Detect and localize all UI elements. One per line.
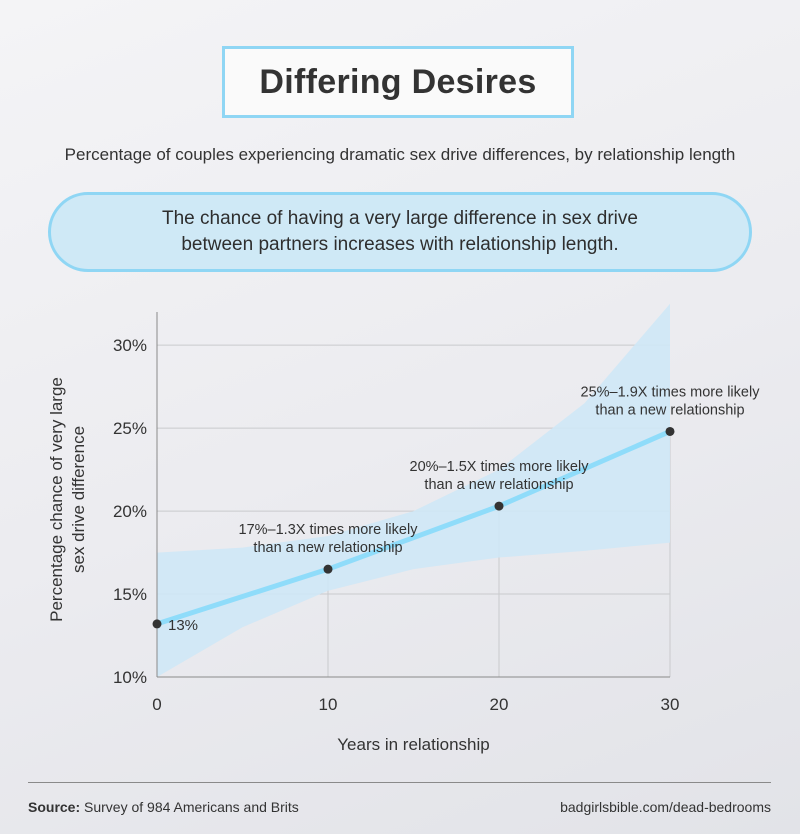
data-point-layer <box>152 426 675 629</box>
y-tick-label: 15% <box>113 585 147 604</box>
page-title: Differing Desires <box>259 62 537 101</box>
callout-line-1: The chance of having a very large differ… <box>162 208 638 229</box>
data-label: than a new relationship <box>253 540 402 556</box>
confidence-band <box>157 303 670 677</box>
x-axis-title: Years in relationship <box>337 735 489 754</box>
data-label: 20%–1.5X times more likely <box>410 459 590 475</box>
x-tick-label: 30 <box>661 695 680 714</box>
line-chart: 10% 15% 20% 25% 30% 0 10 20 30 13% 17%–1.3X times … <box>47 303 760 754</box>
data-label: 13% <box>168 617 198 634</box>
y-tick-label: 20% <box>113 502 147 521</box>
source-text: Survey of 984 Americans and Brits <box>84 799 299 815</box>
data-label: than a new relationship <box>595 402 744 418</box>
source-label: Source: <box>28 799 81 815</box>
y-axis-title-line-2: sex drive difference <box>69 426 88 573</box>
data-point <box>152 619 162 629</box>
y-tick-label: 25% <box>113 419 147 438</box>
series-line <box>154 428 673 627</box>
x-tick-label: 20 <box>490 695 509 714</box>
callout-box: The chance of having a very large differ… <box>48 192 752 272</box>
source-note: Source: Survey of 984 Americans and Brit… <box>28 799 299 815</box>
footer-divider <box>28 782 771 783</box>
data-point <box>494 501 504 511</box>
chart-subtitle: Percentage of couples experiencing drama… <box>64 145 736 164</box>
y-axis-title-line-1: Percentage chance of very large <box>47 377 66 622</box>
label-layer: 10% 15% 20% 25% 30% 0 10 20 30 13% 17%–1.3X times … <box>47 336 760 754</box>
data-point <box>665 426 675 436</box>
x-tick-label: 0 <box>152 695 161 714</box>
y-tick-label: 30% <box>113 336 147 355</box>
y-tick-label: 10% <box>113 668 147 687</box>
series-line-layer <box>154 428 673 627</box>
title-box: Differing Desires <box>222 46 574 118</box>
data-label: 25%–1.9X times more likely <box>581 384 761 400</box>
x-tick-label: 10 <box>319 695 338 714</box>
axis-layer <box>156 312 670 678</box>
data-label: 17%–1.3X times more likely <box>239 522 419 538</box>
site-credit: badgirlsbible.com/dead-bedrooms <box>560 799 771 815</box>
data-point <box>323 564 333 574</box>
callout-line-2: between partners increases with relation… <box>181 234 619 255</box>
confidence-band-layer <box>157 303 670 677</box>
data-label: than a new relationship <box>424 477 573 493</box>
